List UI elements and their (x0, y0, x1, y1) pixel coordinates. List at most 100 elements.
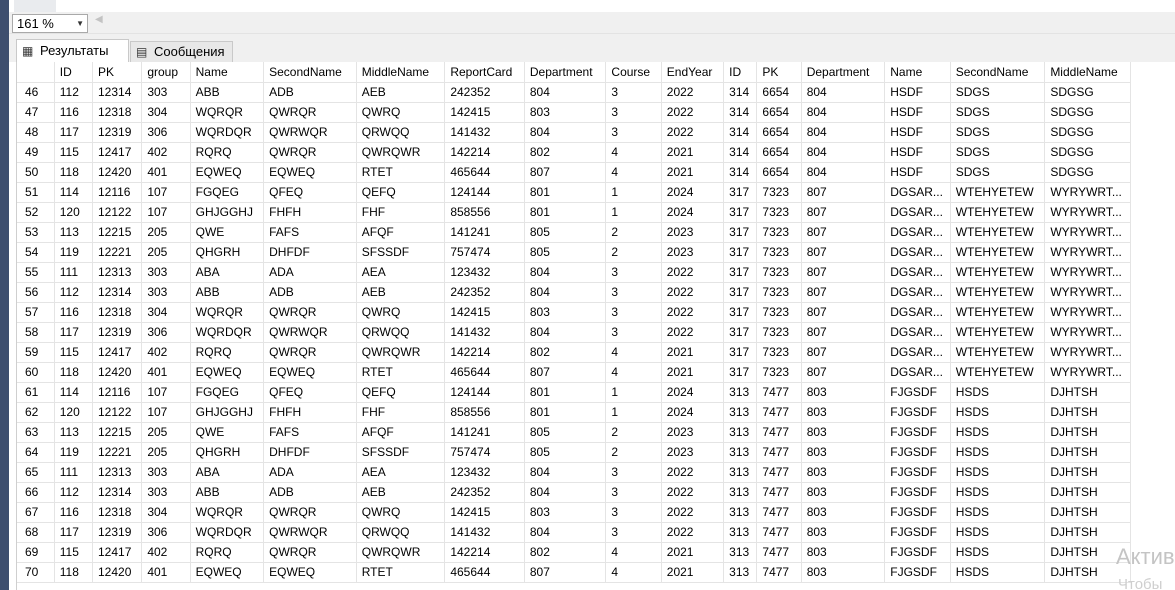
table-cell[interactable]: 317 (723, 262, 758, 283)
table-cell[interactable]: 2022 (661, 482, 725, 503)
table-cell[interactable]: 3 (605, 462, 662, 483)
table-cell[interactable]: QWRWQR (263, 522, 357, 543)
table-cell[interactable]: SDGS (950, 162, 1046, 183)
table-cell[interactable]: SDGSG (1044, 82, 1131, 103)
table-cell[interactable]: RTET (356, 162, 446, 183)
table-cell[interactable]: 804 (524, 462, 607, 483)
table-cell[interactable]: 113 (54, 422, 94, 443)
table-cell[interactable]: 2023 (661, 422, 725, 443)
table-cell[interactable]: 141432 (444, 122, 525, 143)
row-number[interactable]: 65 (17, 462, 55, 483)
table-cell[interactable]: 306 (141, 322, 191, 343)
table-cell[interactable]: 804 (801, 102, 886, 123)
table-row[interactable]: 64 119 12221 205 QHGRH DHFDF SFSSDF 757474 805 2 2… (17, 442, 1131, 463)
row-number[interactable]: 64 (17, 442, 55, 463)
table-cell[interactable]: 205 (141, 422, 191, 443)
table-cell[interactable]: 7477 (756, 562, 802, 583)
table-cell[interactable]: 12420 (92, 562, 143, 583)
table-cell[interactable]: HSDS (950, 502, 1046, 523)
table-cell[interactable]: 317 (723, 302, 758, 323)
table-cell[interactable]: 807 (524, 562, 607, 583)
table-cell[interactable]: QWRQ (356, 302, 446, 323)
table-cell[interactable]: DJHTSH (1044, 522, 1131, 543)
table-cell[interactable]: ADB (263, 82, 357, 103)
table-cell[interactable]: DGSAR... (884, 342, 951, 363)
table-cell[interactable]: HSDS (950, 442, 1046, 463)
table-cell[interactable]: FHFH (263, 402, 357, 423)
table-cell[interactable]: FGQEG (190, 182, 265, 203)
table-cell[interactable]: ADB (263, 282, 357, 303)
table-cell[interactable]: 805 (524, 222, 607, 243)
row-number[interactable]: 53 (17, 222, 55, 243)
table-cell[interactable]: HSDS (950, 462, 1046, 483)
table-cell[interactable]: EQWEQ (263, 362, 357, 383)
table-cell[interactable]: 2024 (661, 182, 725, 203)
column-header[interactable]: ID (723, 62, 758, 83)
table-cell[interactable]: 107 (141, 402, 191, 423)
table-cell[interactable]: 3 (605, 482, 662, 503)
table-cell[interactable]: 757474 (444, 442, 525, 463)
table-cell[interactable]: 7323 (756, 362, 802, 383)
table-cell[interactable]: WQRQR (190, 502, 265, 523)
table-cell[interactable]: EQWEQ (190, 562, 265, 583)
table-cell[interactable]: 12318 (92, 102, 143, 123)
table-cell[interactable]: 141432 (444, 522, 525, 543)
table-cell[interactable]: HSDS (950, 482, 1046, 503)
table-cell[interactable]: 2021 (661, 542, 725, 563)
table-cell[interactable]: 401 (141, 562, 191, 583)
table-cell[interactable]: 313 (723, 462, 758, 483)
table-cell[interactable]: 6654 (756, 102, 802, 123)
table-cell[interactable]: 314 (723, 142, 758, 163)
table-cell[interactable]: 2024 (661, 382, 725, 403)
table-cell[interactable]: 141241 (444, 222, 525, 243)
table-row[interactable]: 55 111 12313 303 ABA ADA AEA 123432 804 3 2022 317 7… (17, 262, 1131, 283)
table-cell[interactable]: DGSAR... (884, 362, 951, 383)
table-cell[interactable]: 802 (524, 142, 607, 163)
table-cell[interactable]: QRWQQ (356, 122, 446, 143)
table-cell[interactable]: WYRYWRT... (1044, 362, 1131, 383)
table-cell[interactable]: 12319 (92, 522, 143, 543)
table-cell[interactable]: QWRQR (263, 102, 357, 123)
table-cell[interactable]: WQRDQR (190, 522, 265, 543)
table-cell[interactable]: FHF (356, 202, 446, 223)
table-cell[interactable]: 12314 (92, 282, 143, 303)
table-cell[interactable]: 3 (605, 302, 662, 323)
table-cell[interactable]: 2022 (661, 282, 725, 303)
table-cell[interactable]: QFEQ (263, 382, 357, 403)
table-cell[interactable]: 2 (605, 222, 662, 243)
table-row[interactable]: 48 117 12319 306 WQRDQR QWRWQR QRWQQ 141432 804 3… (17, 122, 1131, 143)
table-cell[interactable]: 803 (801, 482, 886, 503)
table-cell[interactable]: 2023 (661, 242, 725, 263)
table-cell[interactable]: 802 (524, 542, 607, 563)
table-cell[interactable]: WTEHYETEW (950, 182, 1046, 203)
table-cell[interactable]: 2021 (661, 342, 725, 363)
table-cell[interactable]: WYRYWRT... (1044, 202, 1131, 223)
table-cell[interactable]: QRWQQ (356, 322, 446, 343)
row-number[interactable]: 57 (17, 302, 55, 323)
table-cell[interactable]: 1 (605, 402, 662, 423)
table-cell[interactable]: 303 (141, 282, 191, 303)
table-cell[interactable]: 12319 (92, 122, 143, 143)
row-number[interactable]: 59 (17, 342, 55, 363)
table-cell[interactable]: SFSSDF (356, 442, 446, 463)
table-cell[interactable]: 803 (524, 302, 607, 323)
table-cell[interactable]: QWRQR (263, 542, 357, 563)
table-cell[interactable]: HSDF (884, 142, 951, 163)
table-cell[interactable]: 2022 (661, 302, 725, 323)
table-cell[interactable]: 7323 (756, 302, 802, 323)
table-cell[interactable]: WYRYWRT... (1044, 182, 1131, 203)
table-cell[interactable]: HSDS (950, 402, 1046, 423)
table-row[interactable]: 47 116 12318 304 WQRQR QWRQR QWRQ 142415 803 3 202… (17, 102, 1131, 123)
table-cell[interactable]: 116 (54, 302, 94, 323)
table-cell[interactable]: 242352 (444, 482, 525, 503)
table-cell[interactable]: FJGSDF (884, 422, 951, 443)
table-cell[interactable]: 205 (141, 242, 191, 263)
table-cell[interactable]: FJGSDF (884, 382, 951, 403)
table-cell[interactable]: AFQF (356, 422, 446, 443)
table-cell[interactable]: 115 (54, 142, 94, 163)
table-cell[interactable]: 7323 (756, 242, 802, 263)
table-row[interactable]: 54 119 12221 205 QHGRH DHFDF SFSSDF 757474 805 2 2… (17, 242, 1131, 263)
table-cell[interactable]: WTEHYETEW (950, 342, 1046, 363)
column-header[interactable]: SecondName (263, 62, 357, 83)
table-cell[interactable]: 313 (723, 382, 758, 403)
